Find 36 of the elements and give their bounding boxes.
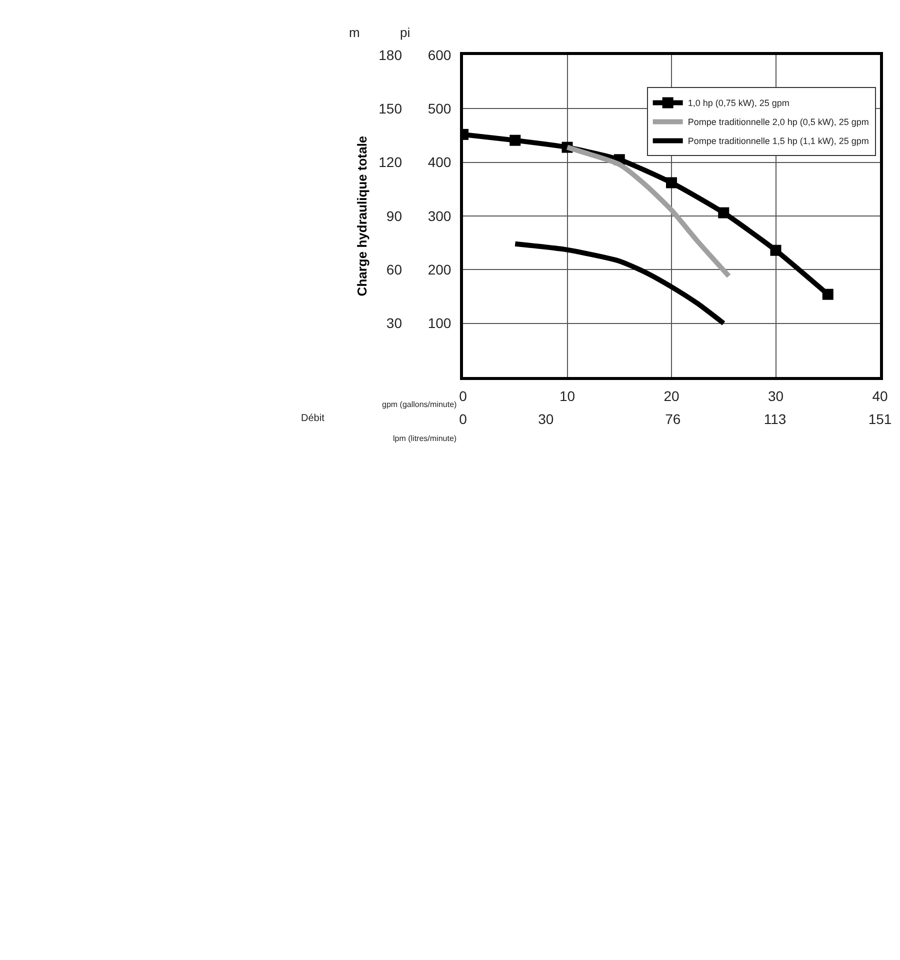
x2-tick-label: 113 bbox=[764, 411, 786, 427]
x-tick-label: 20 bbox=[664, 388, 680, 404]
text: Débit bbox=[301, 413, 325, 424]
x2-tick-label: 151 bbox=[868, 411, 892, 427]
legend-label: Pompe traditionnelle 2,0 hp (0,5 kW), 25 gpm bbox=[688, 117, 869, 128]
y2-tick-label: 600 bbox=[428, 46, 452, 63]
point bbox=[770, 244, 782, 256]
x2-axis-title: lpm (litres/minute) bbox=[393, 434, 457, 443]
legend-label: Pompe traditionnelle 1,5 hp (1,1 kW), 25 gpm bbox=[688, 136, 869, 146]
text: pi bbox=[400, 25, 410, 40]
x-tick-label: 10 bbox=[559, 388, 576, 404]
y-tick-label: 180 bbox=[378, 46, 402, 63]
point bbox=[718, 207, 730, 218]
legend-label: 1,0 hp (0,75 kW), 25 gpm bbox=[688, 98, 790, 108]
y2-tick-label: 100 bbox=[428, 315, 452, 332]
y2-tick-label: 400 bbox=[428, 154, 452, 170]
x2-tick-label: 76 bbox=[665, 411, 681, 427]
y-tick-label: 90 bbox=[386, 208, 402, 224]
text: m bbox=[349, 25, 360, 40]
x-tick-label: 40 bbox=[872, 388, 888, 404]
y-axis-title: Charge hydraulique totale bbox=[354, 136, 370, 296]
y-tick-label: 30 bbox=[386, 315, 402, 332]
point bbox=[510, 134, 521, 146]
y-tick-label: 60 bbox=[386, 262, 402, 278]
y2-tick-label: 300 bbox=[428, 208, 452, 224]
x-axis-title: gpm (gallons/minute) bbox=[382, 400, 458, 409]
y2-tick-label: 500 bbox=[428, 100, 452, 117]
y-tick-label: 120 bbox=[378, 154, 402, 170]
x2-tick-label: 0 bbox=[459, 411, 468, 427]
y-tick-label: 150 bbox=[378, 100, 402, 117]
point bbox=[666, 177, 677, 188]
x2-tick-label: 30 bbox=[538, 411, 554, 427]
point bbox=[822, 288, 834, 300]
x-tick-label: 0 bbox=[459, 388, 468, 404]
y2-tick-label: 200 bbox=[428, 262, 452, 278]
x-tick-label: 30 bbox=[768, 388, 784, 404]
